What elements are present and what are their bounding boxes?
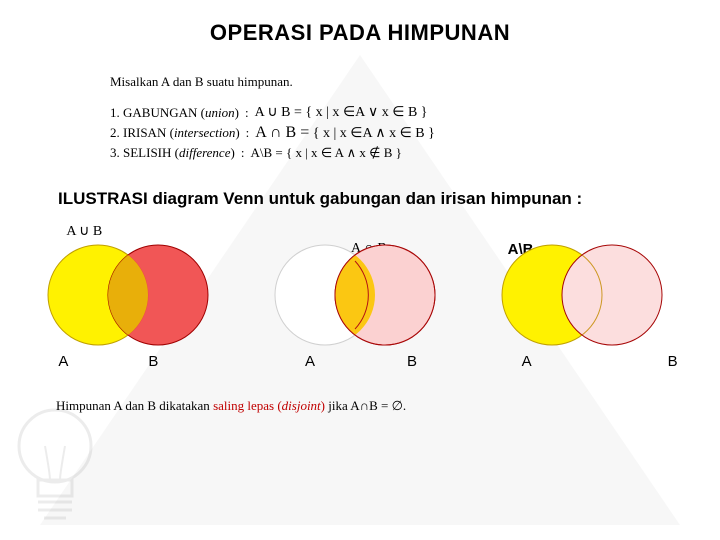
label-a: A (305, 353, 315, 370)
venn-union: A ∪ B A B (28, 225, 238, 380)
label-a: A (58, 353, 68, 370)
page-title: OPERASI PADA HIMPUNAN (0, 0, 720, 46)
definition-expr: A ∩ B = { x | x ∈A ∧ x ∈ B } (255, 124, 435, 142)
label-b: B (148, 353, 158, 370)
definition-expr: A\B = { x | x ∈ A ∧ x ∉ B } (250, 145, 401, 161)
premise-text: Misalkan A dan B suatu himpunan. (110, 74, 720, 90)
label-a: A (522, 353, 532, 370)
definition-label: 3. SELISIH (difference) (110, 145, 235, 161)
definition-label: 1. GABUNGAN (union) (110, 105, 239, 121)
disjoint-note: Himpunan A dan B dikatakan saling lepas … (56, 398, 720, 414)
definition-row: 3. SELISIH (difference) : A\B = { x | x … (110, 145, 720, 161)
definition-row: 1. GABUNGAN (union) : A ∪ B = { x | x ∈A… (110, 104, 720, 121)
label-b: B (668, 353, 678, 370)
venn-row: A ∪ B A B A ∩ B (0, 225, 720, 380)
venn-intersection: A ∩ B A B (255, 225, 465, 380)
definition-row: 2. IRISAN (intersection) : A ∩ B = { x |… (110, 124, 720, 142)
illustration-title: ILUSTRASI diagram Venn untuk gabungan da… (58, 189, 720, 209)
definition-expr: A ∪ B = { x | x ∈A ∨ x ∈ B } (255, 104, 428, 121)
label-b: B (407, 353, 417, 370)
definition-label: 2. IRISAN (intersection) (110, 125, 240, 141)
lightbulb-icon (8, 402, 103, 532)
venn-difference: A\B A B (482, 225, 692, 380)
definitions-list: 1. GABUNGAN (union) : A ∪ B = { x | x ∈A… (110, 104, 720, 161)
